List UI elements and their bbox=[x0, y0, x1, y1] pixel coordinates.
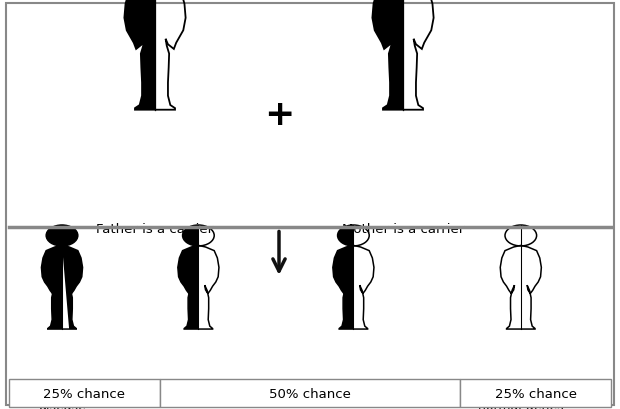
Text: 50% chance: 50% chance bbox=[269, 387, 351, 400]
FancyBboxPatch shape bbox=[160, 379, 460, 407]
Text: +: + bbox=[264, 98, 294, 131]
Polygon shape bbox=[333, 246, 353, 329]
FancyBboxPatch shape bbox=[6, 4, 614, 405]
Text: Mother is a carrier: Mother is a carrier bbox=[342, 223, 464, 236]
Polygon shape bbox=[373, 0, 403, 110]
Polygon shape bbox=[62, 225, 78, 246]
Text: Child with
normal genes: Child with normal genes bbox=[478, 384, 564, 409]
Polygon shape bbox=[42, 246, 62, 329]
FancyBboxPatch shape bbox=[9, 379, 160, 407]
Text: Father is a carrier: Father is a carrier bbox=[97, 223, 213, 236]
Text: Child with
disease: Child with disease bbox=[31, 384, 93, 409]
Polygon shape bbox=[46, 225, 62, 246]
Text: 25% chance: 25% chance bbox=[495, 387, 577, 400]
Text: 25% chance: 25% chance bbox=[43, 387, 125, 400]
Polygon shape bbox=[125, 0, 155, 110]
Text: Child is carrier: Child is carrier bbox=[308, 384, 399, 398]
Polygon shape bbox=[62, 246, 82, 329]
Text: Child is carrier: Child is carrier bbox=[153, 384, 244, 398]
Polygon shape bbox=[178, 246, 198, 329]
Polygon shape bbox=[338, 225, 353, 246]
Polygon shape bbox=[183, 225, 198, 246]
FancyBboxPatch shape bbox=[460, 379, 611, 407]
